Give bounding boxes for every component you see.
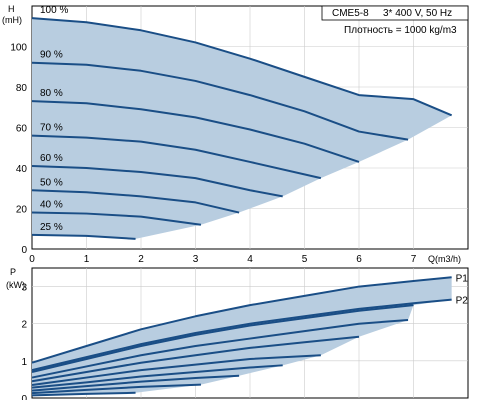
p-chart-y-tick-label: 0 (21, 394, 27, 400)
p-chart-curve-p1 (31, 276, 452, 364)
h-chart-curve-90 (31, 61, 409, 141)
p-chart-curve-8 (31, 383, 201, 395)
p-chart-tick-labels: 0 1 2 3 (21, 283, 27, 400)
p-chart-curve-label-p1: P1 (456, 273, 469, 284)
h-chart-y-tick-label: 20 (16, 205, 28, 216)
h-chart-x-tick-label: 2 (138, 254, 144, 265)
p-chart-curve-5 (31, 354, 321, 386)
h-chart-x-tick-label: 6 (356, 254, 362, 265)
p-chart-y-tick-label: 3 (21, 283, 27, 294)
h-chart-curve-70 (31, 134, 322, 180)
h-chart-curve-label-100: 100 % (40, 5, 68, 16)
h-axis-unit: (mH) (2, 15, 22, 25)
h-chart-curve-label-60: 60 % (40, 153, 63, 164)
p-chart-y-tick-label: 1 (21, 357, 27, 368)
h-chart-x-tick-label: 4 (247, 254, 253, 265)
model-label: CME5-8 (332, 8, 369, 19)
h-axis-name: H (8, 4, 15, 14)
h-chart-curve-label-90: 90 % (40, 50, 63, 61)
p-chart-curves (31, 276, 452, 397)
p-chart-curve-p2 (31, 298, 452, 372)
q-axis-label: Q(m3/h) (428, 254, 461, 264)
h-chart-tick-labels: 0 20 40 60 80 100 0 1 2 3 4 5 6 7 (10, 43, 416, 266)
h-chart-curve-80 (31, 100, 360, 163)
h-chart-x-tick-label: 3 (193, 254, 199, 265)
h-chart-curve-label-25: 25 % (40, 222, 63, 233)
h-chart-curve-label-70: 70 % (40, 123, 63, 134)
p-chart-curve-6 (31, 364, 283, 389)
h-chart-x-tick-label: 5 (302, 254, 308, 265)
h-chart-curve-label-80: 80 % (40, 88, 63, 99)
h-chart-curve-60 (31, 164, 283, 198)
h-chart-curve-25 (31, 233, 136, 240)
h-chart-y-tick-label: 0 (21, 245, 27, 256)
p-axis-unit: (kW) (6, 280, 25, 290)
h-chart-curve-labels: 100 % 90 % 80 % 70 % 60 % 50 % 40 % 25 % (40, 5, 68, 233)
p-chart-curve-label-p2: P2 (456, 296, 469, 307)
p-chart-curve-7 (31, 374, 240, 392)
h-chart-y-tick-label: 40 (16, 164, 28, 175)
info-box (321, 5, 469, 21)
h-chart-x-tick-label: 1 (84, 254, 90, 265)
h-chart-curve-50 (31, 189, 240, 214)
p-axis-name: P (10, 267, 16, 277)
h-chart-x-tick-label: 7 (411, 254, 417, 265)
h-chart-curve-100 (31, 17, 453, 117)
h-chart-y-tick-label: 80 (16, 83, 28, 94)
density-label: Плотность = 1000 kg/m3 (344, 25, 457, 36)
p-chart-y-tick-label: 2 (21, 320, 27, 331)
h-chart-y-tick-label: 60 (16, 124, 28, 135)
h-chart-x-tick-label: 0 (29, 254, 35, 265)
p-chart-curve-9 (31, 391, 136, 397)
h-chart-curves (31, 17, 453, 240)
p-chart-curve-3 (31, 319, 409, 379)
supply-label: 3* 400 V, 50 Hz (383, 8, 452, 19)
p-chart-curve-labels: P1 P2 (456, 273, 469, 306)
h-chart-curve-40 (31, 211, 202, 226)
h-chart-y-tick-label: 100 (10, 43, 27, 54)
p-chart-curve-4 (31, 335, 360, 383)
p-chart-operating-area (32, 277, 452, 396)
p-chart-curve-2 (31, 304, 414, 373)
h-chart-curve-label-40: 40 % (40, 200, 63, 211)
h-chart-curve-label-50: 50 % (40, 177, 63, 188)
